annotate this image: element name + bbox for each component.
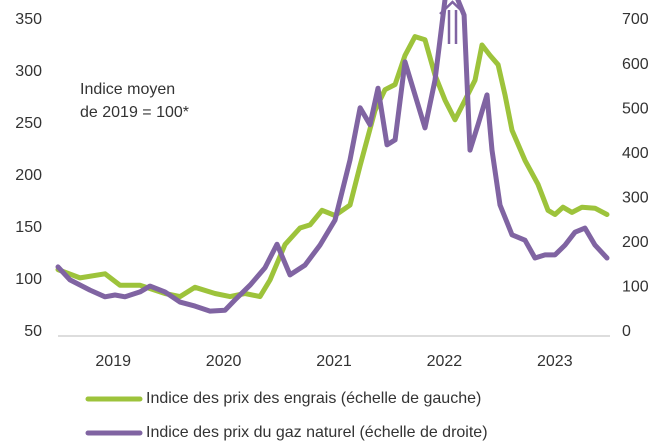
x-tick-label: 2019 <box>95 353 131 370</box>
legend-label: Indice des prix des engrais (échelle de … <box>146 390 481 407</box>
y-tick-label: 50 <box>24 323 42 340</box>
y-tick-label: 100 <box>15 271 42 288</box>
y2-tick-label: 400 <box>622 145 649 162</box>
x-tick-label: 2021 <box>316 353 352 370</box>
y-tick-label: 350 <box>15 11 42 28</box>
y2-tick-label: 500 <box>622 100 649 117</box>
y2-tick-label: 0 <box>622 323 631 340</box>
x-tick-label: 2023 <box>537 353 573 370</box>
y-tick-label: 250 <box>15 115 42 132</box>
x-tick-label: 2022 <box>427 353 463 370</box>
y-tick-label: 150 <box>15 219 42 236</box>
annotation: Indice moyen <box>80 81 175 98</box>
y2-tick-label: 300 <box>622 190 649 207</box>
y2-tick-label: 600 <box>622 56 649 73</box>
series-line <box>55 34 610 300</box>
annotation: de 2019 = 100* <box>80 104 189 121</box>
y2-tick-label: 700 <box>622 11 649 28</box>
x-tick-label: 2020 <box>206 353 242 370</box>
y2-tick-label: 100 <box>622 279 649 296</box>
off-scale-arrow <box>439 0 466 44</box>
legend-label: Indice des prix du gaz naturel (échelle … <box>146 424 488 441</box>
series-line <box>55 0 610 314</box>
y-tick-label: 300 <box>15 63 42 80</box>
y2-tick-label: 200 <box>622 234 649 251</box>
y-tick-label: 200 <box>15 167 42 184</box>
